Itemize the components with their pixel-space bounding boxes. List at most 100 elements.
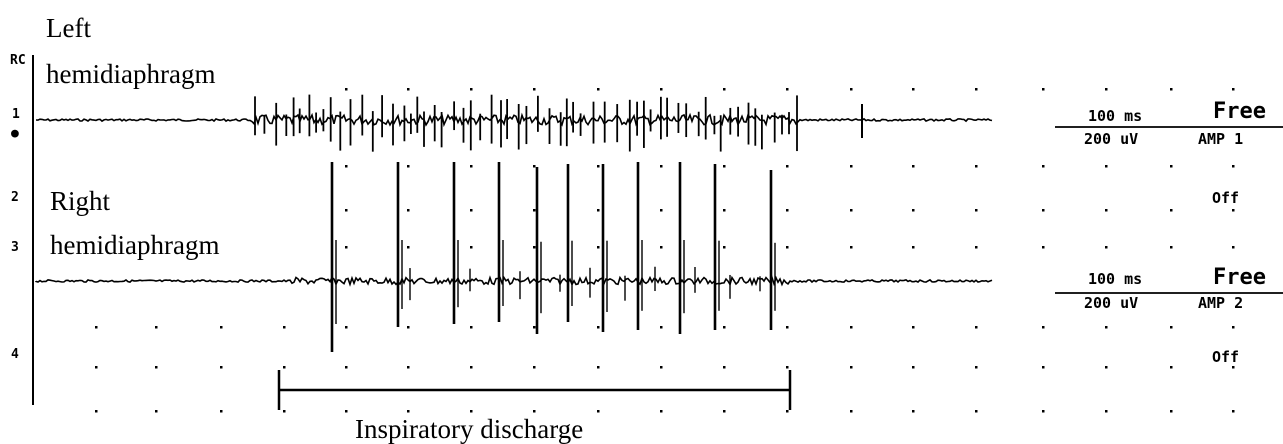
grid-dot bbox=[597, 366, 600, 369]
grid-dot bbox=[95, 410, 98, 413]
grid-dot bbox=[1105, 326, 1108, 329]
grid-dot bbox=[345, 88, 348, 91]
channel-3-amp-scale: 200 uV bbox=[1084, 294, 1138, 312]
grid-dot bbox=[1170, 165, 1173, 168]
grid-dot bbox=[975, 410, 978, 413]
channel-1-amp-name: AMP 1 bbox=[1198, 130, 1243, 148]
grid-dot bbox=[407, 88, 410, 91]
grid-dot bbox=[912, 366, 915, 369]
grid-dot bbox=[850, 366, 853, 369]
grid-dot bbox=[1042, 209, 1045, 212]
grid-dot bbox=[850, 326, 853, 329]
grid-dot bbox=[786, 165, 789, 168]
grid-dot bbox=[850, 410, 853, 413]
grid-dot bbox=[470, 366, 473, 369]
channel-3-mode: Free bbox=[1213, 265, 1266, 290]
grid-dot bbox=[220, 326, 223, 329]
grid-dot bbox=[597, 246, 600, 249]
channel-1-amp-scale: 200 uV bbox=[1084, 130, 1138, 148]
grid-dot bbox=[1170, 366, 1173, 369]
channel-1-time-scale: 100 ms bbox=[1088, 107, 1142, 125]
grid-dot bbox=[470, 246, 473, 249]
channel-2-number: 2 bbox=[11, 190, 19, 205]
bracket-label: Inspiratory discharge bbox=[355, 414, 583, 444]
grid-dot bbox=[912, 246, 915, 249]
grid-dot bbox=[597, 209, 600, 212]
inspiratory-discharge-bracket bbox=[277, 370, 792, 410]
grid-dot bbox=[283, 410, 286, 413]
grid-dot bbox=[1042, 326, 1045, 329]
grid-dot bbox=[975, 88, 978, 91]
grid-dot bbox=[345, 209, 348, 212]
grid-dot bbox=[470, 88, 473, 91]
grid-dot bbox=[786, 366, 789, 369]
grid-dot bbox=[1232, 88, 1235, 91]
grid-dot bbox=[660, 88, 663, 91]
channel-3-readout: 100 ms 200 uV Free AMP 2 bbox=[1055, 265, 1283, 312]
grid-dot bbox=[533, 366, 536, 369]
grid-dot bbox=[533, 209, 536, 212]
marker-r: RC bbox=[10, 53, 26, 68]
grid-dots bbox=[95, 88, 1235, 413]
grid-dot bbox=[1232, 165, 1235, 168]
right-label-line1: Right bbox=[50, 186, 111, 216]
grid-dot bbox=[1105, 165, 1108, 168]
channel-1-mode: Free bbox=[1213, 99, 1266, 124]
grid-dot bbox=[850, 165, 853, 168]
grid-dot bbox=[470, 326, 473, 329]
grid-dot bbox=[345, 366, 348, 369]
grid-dot bbox=[1042, 410, 1045, 413]
grid-dot bbox=[283, 366, 286, 369]
grid-dot bbox=[660, 246, 663, 249]
grid-dot bbox=[660, 366, 663, 369]
grid-dot bbox=[975, 366, 978, 369]
left-hemidiaphragm-trace bbox=[35, 112, 993, 128]
grid-dot bbox=[155, 366, 158, 369]
grid-dot bbox=[786, 88, 789, 91]
grid-dot bbox=[407, 326, 410, 329]
grid-dot bbox=[470, 209, 473, 212]
right-label-line2: hemidiaphragm bbox=[50, 230, 219, 260]
grid-dot bbox=[470, 410, 473, 413]
grid-dot bbox=[723, 88, 726, 91]
grid-dot bbox=[220, 366, 223, 369]
grid-dot bbox=[1232, 246, 1235, 249]
channel-3-time-scale: 100 ms bbox=[1088, 270, 1142, 288]
channel-4-state: Off bbox=[1212, 348, 1239, 366]
grid-dot bbox=[723, 246, 726, 249]
grid-dot bbox=[345, 165, 348, 168]
grid-dot bbox=[912, 326, 915, 329]
grid-dot bbox=[1105, 410, 1108, 413]
grid-dot bbox=[95, 326, 98, 329]
grid-dot bbox=[975, 326, 978, 329]
grid-dot bbox=[1042, 246, 1045, 249]
grid-dot bbox=[345, 410, 348, 413]
grid-dot bbox=[533, 246, 536, 249]
grid-dot bbox=[975, 209, 978, 212]
grid-dot bbox=[1170, 246, 1173, 249]
left-label-line1: Left bbox=[46, 13, 91, 43]
grid-dot bbox=[1170, 326, 1173, 329]
channel-1-dot: ● bbox=[11, 126, 19, 141]
grid-dot bbox=[533, 410, 536, 413]
grid-dot bbox=[1170, 88, 1173, 91]
grid-dot bbox=[597, 88, 600, 91]
grid-dot bbox=[407, 246, 410, 249]
grid-dot bbox=[1232, 366, 1235, 369]
grid-dot bbox=[786, 246, 789, 249]
grid-dot bbox=[786, 209, 789, 212]
grid-dot bbox=[1232, 326, 1235, 329]
grid-dot bbox=[786, 326, 789, 329]
grid-dot bbox=[345, 246, 348, 249]
grid-dot bbox=[155, 326, 158, 329]
grid-dot bbox=[407, 209, 410, 212]
grid-dot bbox=[1042, 366, 1045, 369]
grid-dot bbox=[660, 209, 663, 212]
grid-dot bbox=[1105, 209, 1108, 212]
grid-dot bbox=[407, 165, 410, 168]
grid-dot bbox=[1232, 410, 1235, 413]
grid-dot bbox=[660, 410, 663, 413]
grid-dot bbox=[723, 366, 726, 369]
grid-dot bbox=[220, 410, 223, 413]
